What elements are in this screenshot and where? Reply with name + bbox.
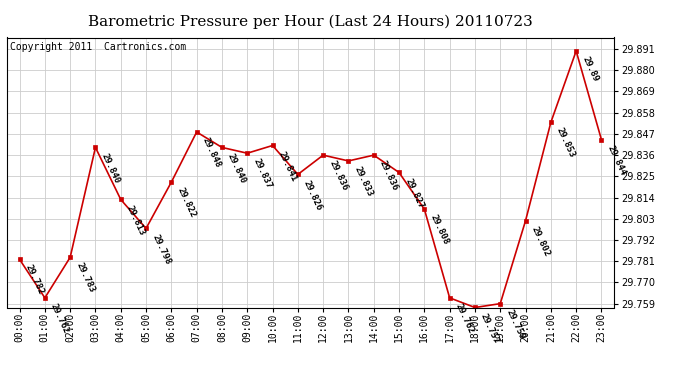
Text: 29.837: 29.837 bbox=[251, 158, 273, 190]
Text: 29.827: 29.827 bbox=[403, 177, 425, 210]
Text: 29.762: 29.762 bbox=[49, 302, 71, 335]
Text: 29.783: 29.783 bbox=[75, 261, 96, 294]
Text: 29.808: 29.808 bbox=[428, 213, 451, 246]
Text: 29.840: 29.840 bbox=[226, 152, 248, 184]
Text: 29.802: 29.802 bbox=[530, 225, 551, 258]
Text: Barometric Pressure per Hour (Last 24 Hours) 20110723: Barometric Pressure per Hour (Last 24 Ho… bbox=[88, 15, 533, 29]
Text: 29.813: 29.813 bbox=[125, 204, 147, 237]
Text: 29.759: 29.759 bbox=[504, 308, 526, 341]
Text: 29.822: 29.822 bbox=[175, 186, 197, 219]
Text: Copyright 2011  Cartronics.com: Copyright 2011 Cartronics.com bbox=[10, 42, 186, 51]
Text: 29.762: 29.762 bbox=[454, 302, 475, 335]
Text: 29.798: 29.798 bbox=[150, 232, 172, 266]
Text: 29.853: 29.853 bbox=[555, 126, 577, 159]
Text: 29.757: 29.757 bbox=[479, 312, 501, 345]
Text: 29.848: 29.848 bbox=[201, 136, 223, 169]
Text: 29.840: 29.840 bbox=[99, 152, 121, 184]
Text: 29.836: 29.836 bbox=[378, 159, 400, 192]
Text: 29.826: 29.826 bbox=[302, 178, 324, 212]
Text: 29.833: 29.833 bbox=[353, 165, 375, 198]
Text: 29.836: 29.836 bbox=[327, 159, 349, 192]
Text: 29.89: 29.89 bbox=[580, 55, 600, 83]
Text: 29.841: 29.841 bbox=[277, 150, 299, 183]
Text: 29.782: 29.782 bbox=[23, 264, 46, 297]
Text: 29.844: 29.844 bbox=[606, 144, 627, 177]
